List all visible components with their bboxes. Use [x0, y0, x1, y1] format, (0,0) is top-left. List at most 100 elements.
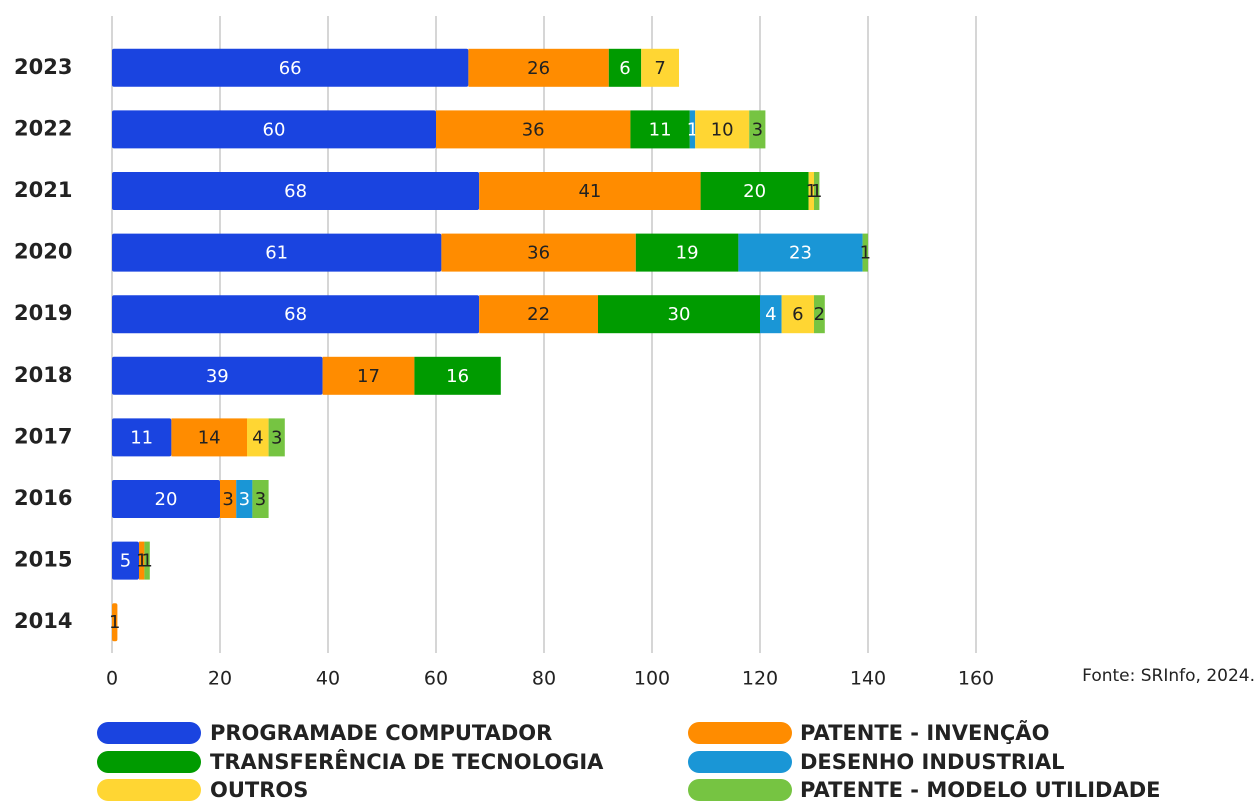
source-note: Fonte: SRInfo, 2024. [1082, 666, 1255, 686]
bar-segment [322, 356, 415, 395]
bar-segment [749, 110, 766, 149]
bar-segment [144, 541, 150, 580]
bar-segment [808, 172, 814, 210]
legend-swatch [97, 751, 201, 773]
data-label: 7 [654, 58, 665, 79]
data-label: 1 [806, 181, 817, 202]
bar-segment [436, 110, 631, 149]
bar-segment [414, 356, 501, 395]
data-label: 68 [284, 181, 307, 202]
bar-segment [236, 480, 253, 518]
bar-segment [641, 48, 679, 87]
bar-segment [781, 295, 814, 334]
bar-segment [112, 480, 220, 518]
x-tick-label: 100 [634, 668, 670, 690]
y-tick-label: 2020 [14, 240, 72, 264]
bar-segment [112, 172, 480, 210]
bar-segment [695, 110, 750, 149]
data-label: 10 [711, 119, 734, 140]
data-label: 17 [357, 366, 380, 387]
bar-segment [468, 48, 609, 87]
data-label: 1 [687, 119, 698, 140]
bar-segment [112, 110, 436, 149]
data-label: 19 [676, 243, 699, 264]
y-tick-label: 2018 [14, 363, 72, 387]
legend-swatch [688, 722, 792, 744]
x-tick-label: 140 [850, 668, 886, 690]
bar-segment [171, 418, 247, 457]
bar-segment [814, 295, 825, 334]
x-tick-label: 80 [532, 668, 556, 690]
bar-segment [760, 295, 782, 334]
y-tick-label: 2015 [14, 548, 72, 572]
bar-segment [268, 418, 285, 457]
data-label: 11 [130, 427, 153, 448]
bar-segment [598, 295, 760, 334]
data-label: 41 [578, 181, 601, 202]
y-tick-label: 2019 [14, 301, 72, 325]
x-tick-label: 20 [208, 668, 232, 690]
bar-segment [814, 172, 820, 210]
data-label: 36 [527, 243, 550, 264]
legend-label: PATENTE - MODELO UTILIDADE [800, 778, 1161, 801]
y-tick-label: 2022 [14, 116, 72, 140]
data-label: 1 [860, 243, 871, 264]
legend-swatch [688, 751, 792, 773]
legend-label: PATENTE - INVENÇÃO [800, 720, 1049, 745]
legend-label: DESENHO INDUSTRIAL [800, 750, 1065, 774]
bar-segment [112, 603, 118, 642]
x-tick-label: 40 [316, 668, 340, 690]
data-label: 14 [198, 427, 221, 448]
data-label: 22 [527, 304, 550, 325]
y-tick-label: 2023 [14, 55, 72, 79]
data-label: 30 [668, 304, 691, 325]
data-label: 61 [265, 243, 288, 264]
data-label: 3 [255, 489, 266, 510]
data-label: 23 [789, 243, 812, 264]
data-label: 2 [814, 304, 825, 325]
bar-segment [608, 48, 642, 87]
data-label: 5 [120, 551, 131, 572]
data-label: 3 [222, 489, 233, 510]
data-label: 68 [284, 304, 307, 325]
legend-swatch [97, 722, 201, 744]
legend-swatch [688, 779, 792, 801]
data-label: 3 [752, 119, 763, 140]
bar-segment [479, 172, 701, 210]
y-tick-label: 2016 [14, 486, 72, 510]
data-label: 3 [271, 427, 282, 448]
bar-segment [252, 480, 269, 518]
bar-segment [112, 233, 442, 272]
bar-segment [862, 233, 868, 272]
x-tick-label: 160 [958, 668, 994, 690]
bar-segment [700, 172, 809, 210]
bar-segment [112, 418, 172, 457]
bar-segment [112, 48, 469, 87]
data-label: 1 [811, 181, 822, 202]
x-tick-label: 0 [106, 668, 118, 690]
bar-segment [738, 233, 863, 272]
legend-label: OUTROS [210, 778, 308, 801]
bar-segment [112, 356, 323, 395]
bar-segment [479, 295, 598, 334]
y-tick-label: 2017 [14, 424, 72, 448]
data-label: 1 [109, 612, 120, 633]
data-label: 39 [206, 366, 229, 387]
data-label: 26 [527, 58, 550, 79]
data-label: 11 [649, 119, 672, 140]
bar-segment [441, 233, 636, 272]
data-label: 6 [619, 58, 630, 79]
legend-label: TRANSFERÊNCIA DE TECNOLOGIA [210, 749, 604, 774]
y-tick-label: 2014 [14, 609, 72, 633]
bar-segment [635, 233, 739, 272]
data-label: 3 [239, 489, 250, 510]
data-label: 16 [446, 366, 469, 387]
data-label: 6 [792, 304, 803, 325]
data-label: 4 [765, 304, 776, 325]
bar-segment [247, 418, 269, 457]
x-tick-label: 120 [742, 668, 778, 690]
bar-segment [112, 541, 139, 580]
data-label: 20 [743, 181, 766, 202]
y-tick-label: 2021 [14, 178, 72, 202]
